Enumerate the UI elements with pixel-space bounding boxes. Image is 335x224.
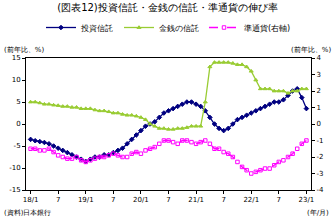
- svg-text:7: 7: [277, 196, 281, 204]
- svg-text:4: 4: [316, 54, 321, 62]
- svg-text:-5: -5: [14, 142, 21, 150]
- svg-text:7: 7: [111, 196, 115, 204]
- svg-text:20/1: 20/1: [133, 196, 149, 204]
- svg-text:(資料)日本銀行: (資料)日本銀行: [4, 209, 51, 217]
- svg-text:(前年比、%): (前年比、%): [4, 46, 44, 54]
- svg-text:3: 3: [316, 71, 320, 79]
- svg-text:5: 5: [16, 98, 20, 106]
- svg-text:10: 10: [12, 76, 21, 84]
- svg-text:-4: -4: [316, 186, 324, 194]
- svg-text:23/1: 23/1: [299, 196, 315, 204]
- svg-text:0: 0: [16, 120, 20, 128]
- svg-text:19/1: 19/1: [78, 196, 94, 204]
- svg-text:7: 7: [56, 196, 60, 204]
- svg-text:金銭の信託: 金銭の信託: [159, 24, 199, 33]
- svg-text:18/1: 18/1: [23, 196, 39, 204]
- svg-text:-15: -15: [9, 186, 20, 194]
- svg-text:15: 15: [12, 54, 21, 62]
- svg-text:7: 7: [166, 196, 170, 204]
- svg-text:投資信託: 投資信託: [80, 24, 113, 33]
- svg-text:-1: -1: [316, 137, 323, 145]
- svg-text:2: 2: [316, 87, 320, 95]
- svg-text:-2: -2: [316, 153, 323, 161]
- svg-text:0: 0: [316, 120, 320, 128]
- svg-text:7: 7: [221, 196, 225, 204]
- svg-text:22/1: 22/1: [243, 196, 259, 204]
- svg-text:準通貨(右軸): 準通貨(右軸): [244, 24, 290, 33]
- svg-text:1: 1: [316, 104, 320, 112]
- svg-text:-3: -3: [316, 170, 323, 178]
- svg-text:-10: -10: [9, 164, 20, 172]
- svg-text:21/1: 21/1: [188, 196, 204, 204]
- svg-text:(前年比、%): (前年比、%): [291, 46, 331, 54]
- svg-text:(年/月): (年/月): [307, 209, 329, 217]
- svg-text:(図表12)投資信託・金銭の信託・準通貨の伸び率: (図表12)投資信託・金銭の信託・準通貨の伸び率: [57, 2, 278, 13]
